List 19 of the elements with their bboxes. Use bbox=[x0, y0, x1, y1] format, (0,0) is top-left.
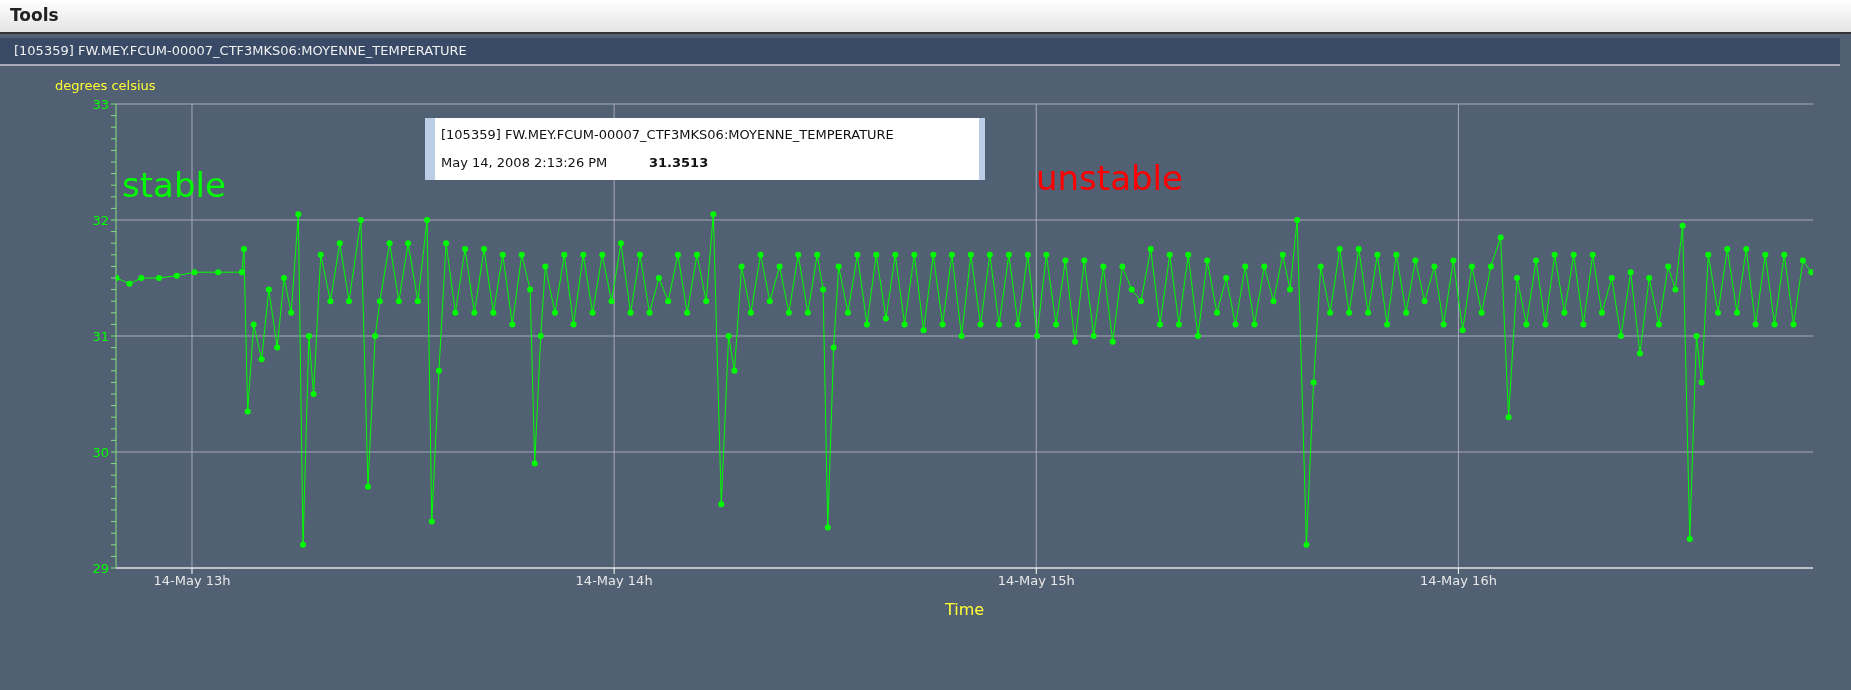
annotation: [105359] FW.MEY.FCUM-00007_CTF3MKS06:MOYENNE_TEMPERATURE bbox=[441, 127, 894, 142]
x-tick-label: 14-May 14h bbox=[575, 573, 653, 589]
annotation: unstable bbox=[1036, 158, 1183, 198]
x-tick-label: 14-May 15h bbox=[997, 573, 1075, 589]
x-axis-title: Time bbox=[943, 600, 985, 619]
x-tick-label: 14-May 16h bbox=[1419, 573, 1497, 589]
y-axis-title: degrees celsius bbox=[55, 78, 156, 93]
annotation: May 14, 2008 2:13:26 PM bbox=[441, 155, 608, 170]
x-tick-label: 14-May 13h bbox=[153, 573, 231, 589]
chart-title: [105359] FW.MEY.FCUM-00007_CTF3MKS06:MOYENNE_TEMPERATURE bbox=[14, 43, 467, 58]
tooltip-box: [105359] FW.MEY.FCUM-00007_CTF3MKS06:MOYENNE_TEMPERATURE May 14, 2008 2:13:26 PM 31.3513 bbox=[425, 118, 985, 180]
annotation: stable bbox=[122, 165, 226, 205]
y-tick-label: 31 bbox=[92, 328, 109, 344]
text: Tools bbox=[10, 5, 59, 25]
annotation: 31.3513 bbox=[649, 155, 709, 170]
y-tick-label: 29 bbox=[92, 560, 109, 576]
y-tick-label: 33 bbox=[92, 96, 109, 112]
y-tick-label: 30 bbox=[92, 444, 109, 460]
y-tick-label: 32 bbox=[92, 212, 109, 228]
